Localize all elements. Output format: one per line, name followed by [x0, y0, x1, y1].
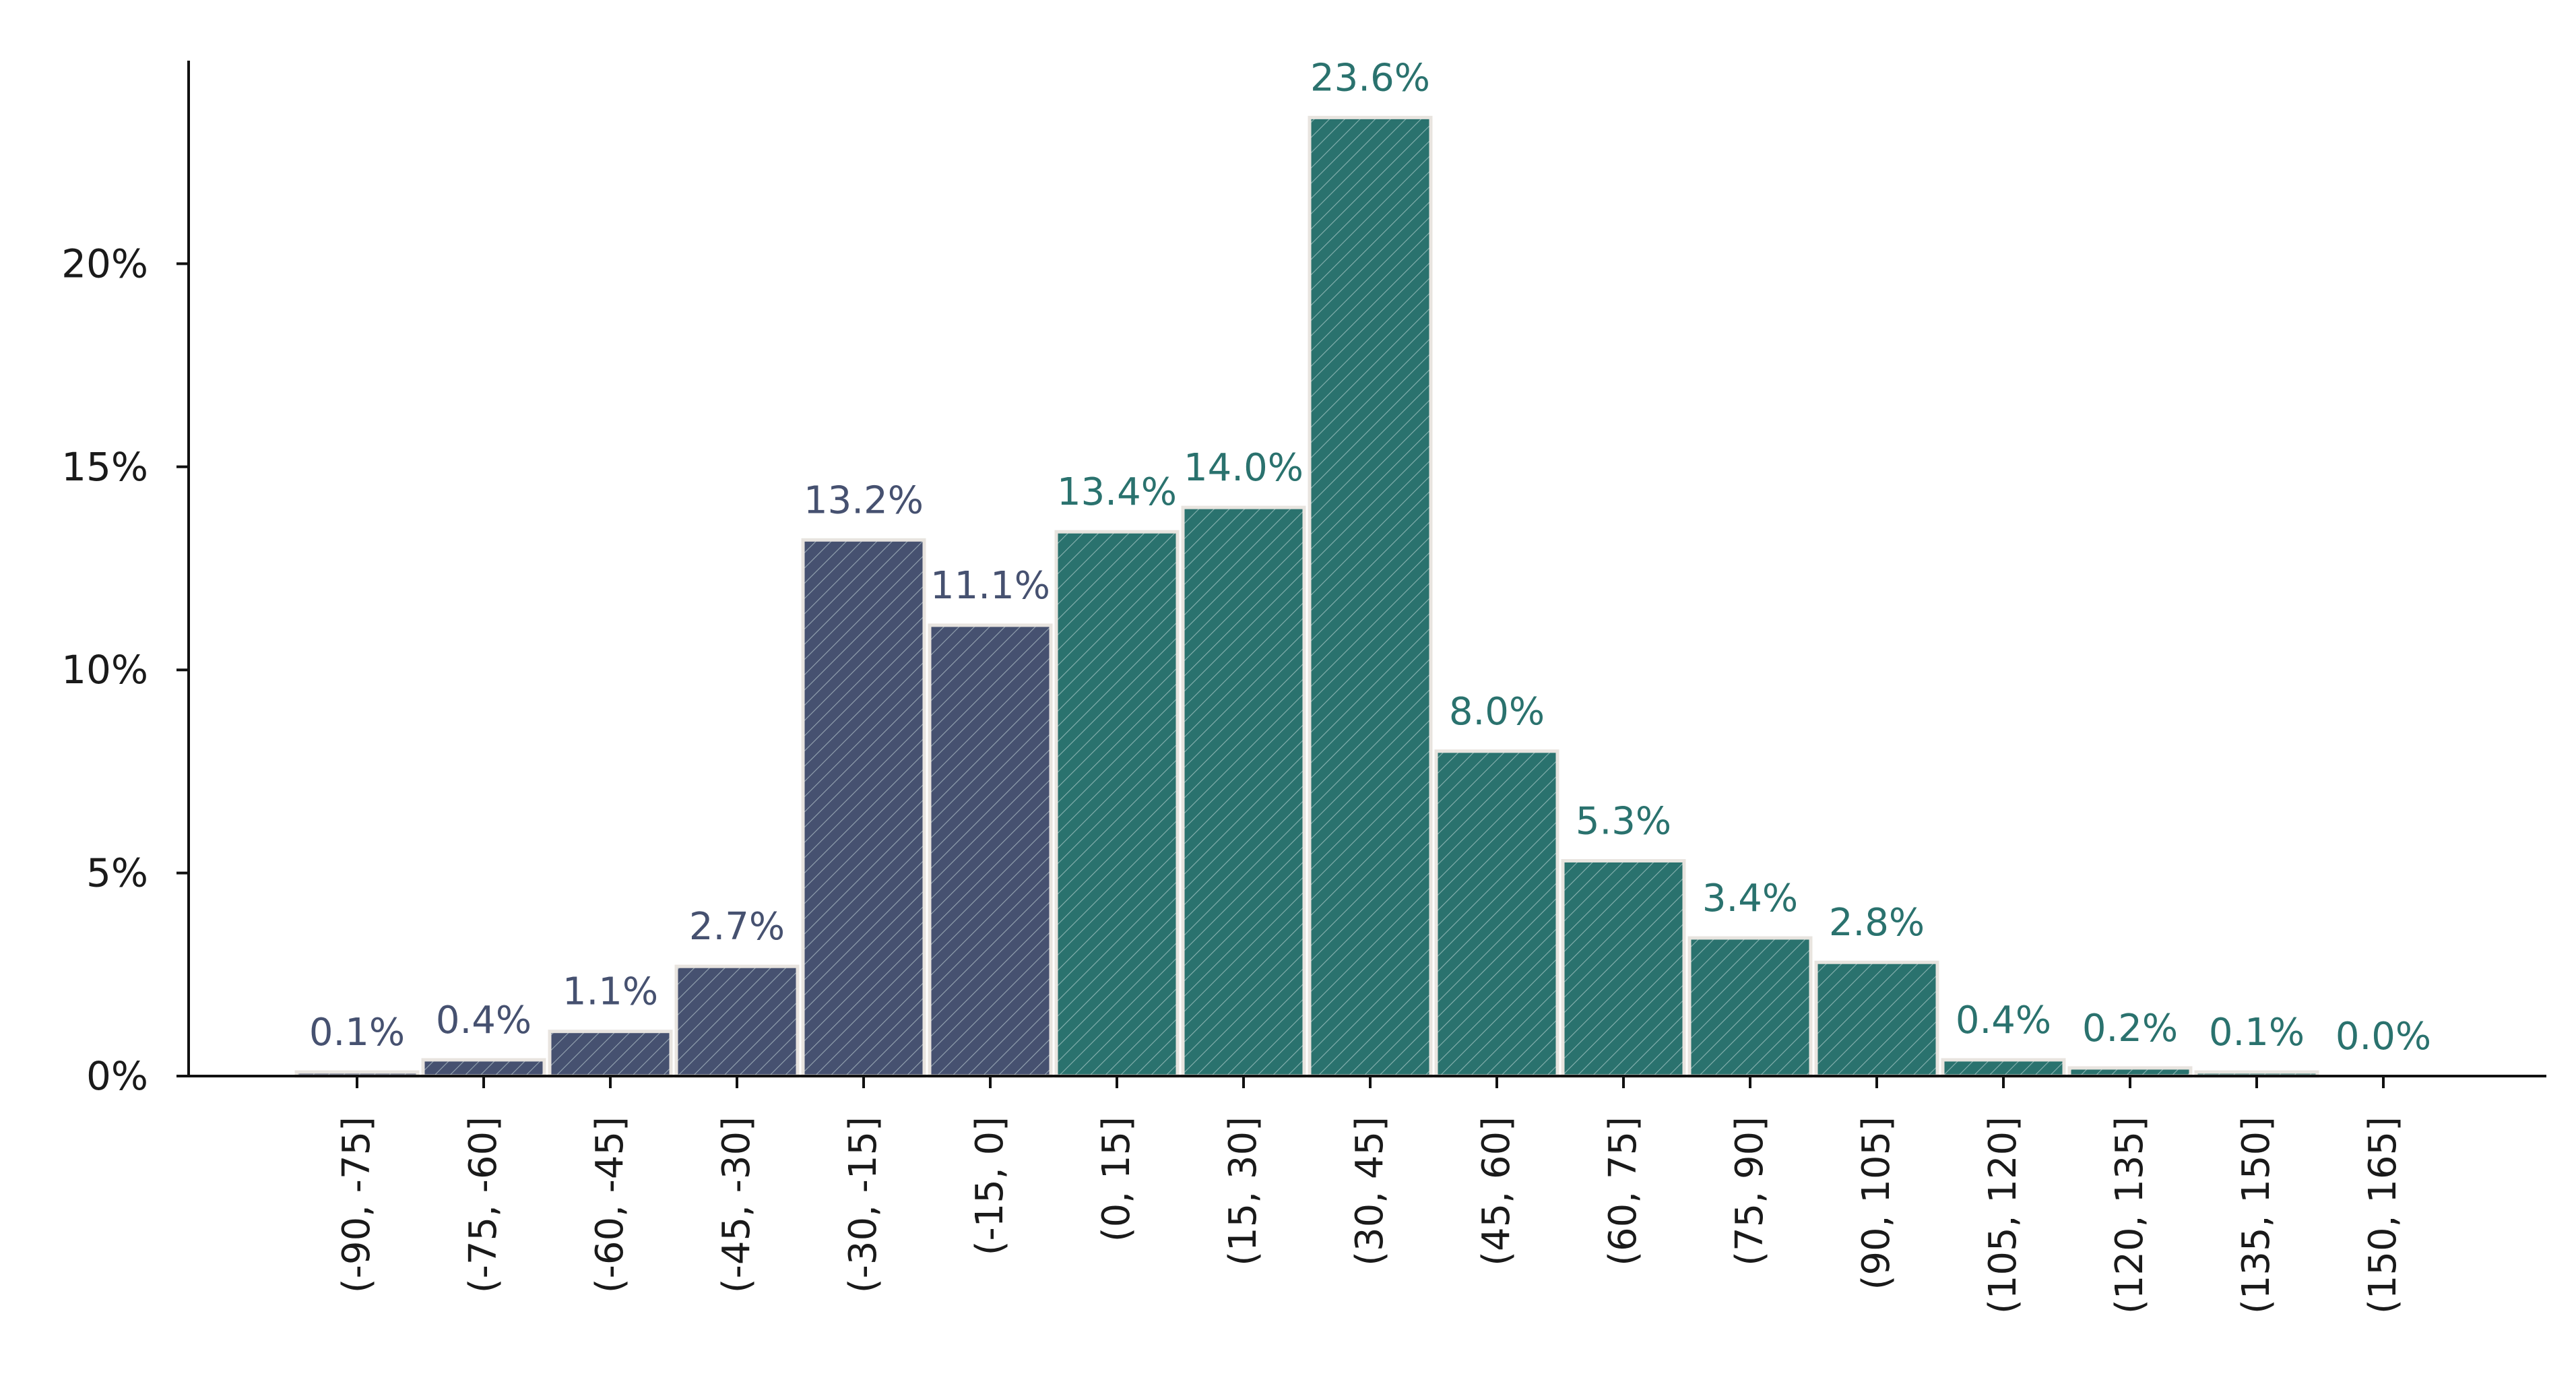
- value-label: 14.0%: [1184, 446, 1303, 490]
- y-ticks-layer: 0% 5% 10% 15% 20%: [61, 241, 189, 1099]
- bar-(90, 105]: [1816, 962, 1937, 1076]
- value-label: 23.6%: [1310, 56, 1430, 100]
- value-label: 3.4%: [1702, 877, 1798, 920]
- value-label: 8.0%: [1449, 690, 1545, 734]
- value-label: 0.1%: [2209, 1011, 2305, 1055]
- bar-(-45, -30]: [676, 966, 798, 1076]
- x-tick-label: (-75, -60]: [461, 1116, 505, 1293]
- value-label: 0.4%: [436, 999, 532, 1042]
- value-label: 13.2%: [804, 478, 924, 522]
- bar-(-60, -45]: [550, 1032, 671, 1076]
- y-tick-label: 5%: [86, 850, 148, 896]
- bar-(45, 60]: [1436, 751, 1557, 1076]
- bar-(75, 90]: [1689, 938, 1811, 1076]
- value-label: 0.2%: [2082, 1007, 2178, 1050]
- value-label: 5.3%: [1576, 800, 1671, 844]
- bar-(60, 75]: [1563, 861, 1684, 1077]
- bar-(-15, 0]: [930, 625, 1051, 1076]
- value-label: 0.0%: [2336, 1015, 2431, 1059]
- y-tick-label: 15%: [61, 444, 148, 490]
- bar-(0, 15]: [1056, 532, 1178, 1076]
- bar-(105, 120]: [1943, 1060, 2064, 1076]
- x-tick-label: (150, 165]: [2361, 1116, 2405, 1314]
- x-tick-label: (-30, -15]: [841, 1116, 885, 1293]
- bar-(-30, -15]: [803, 540, 924, 1076]
- value-label: 2.7%: [689, 905, 785, 949]
- value-label: 11.1%: [930, 564, 1050, 608]
- x-tick-label: (135, 150]: [2234, 1116, 2278, 1314]
- x-tick-label: (-45, -30]: [715, 1116, 759, 1293]
- x-tick-label: (15, 30]: [1221, 1116, 1265, 1266]
- bars-layer: [296, 117, 2317, 1076]
- bar-(-75, -60]: [423, 1060, 544, 1076]
- x-tick-label: (-15, 0]: [968, 1116, 1012, 1255]
- x-tick-label: (90, 105]: [1855, 1116, 1898, 1290]
- bar-(15, 30]: [1183, 507, 1304, 1076]
- x-tick-label: (120, 135]: [2108, 1116, 2152, 1314]
- x-tick-label: (75, 90]: [1728, 1116, 1772, 1266]
- x-tick-label: (60, 75]: [1601, 1116, 1645, 1266]
- y-tick-label: 20%: [61, 241, 148, 286]
- x-tick-label: (-90, -75]: [335, 1116, 379, 1293]
- value-label: 0.1%: [309, 1011, 405, 1055]
- x-tick-label: (105, 120]: [1981, 1116, 2025, 1314]
- x-tick-label: (-60, -45]: [588, 1116, 632, 1293]
- value-label: 2.8%: [1829, 901, 1925, 945]
- bar-(30, 45]: [1310, 117, 1431, 1076]
- y-tick-label: 0%: [86, 1053, 148, 1099]
- value-label: 13.4%: [1057, 470, 1177, 514]
- x-tick-label: (45, 60]: [1475, 1116, 1518, 1266]
- value-label: 0.4%: [1956, 999, 2051, 1042]
- x-tick-label: (30, 45]: [1348, 1116, 1392, 1266]
- x-ticks-layer: (-90, -75] (-75, -60] (-60, -45] (-45, -30]…: [335, 1076, 2405, 1314]
- y-tick-label: 10%: [61, 647, 148, 693]
- value-label: 1.1%: [562, 970, 658, 1014]
- x-tick-label: (0, 15]: [1095, 1116, 1138, 1242]
